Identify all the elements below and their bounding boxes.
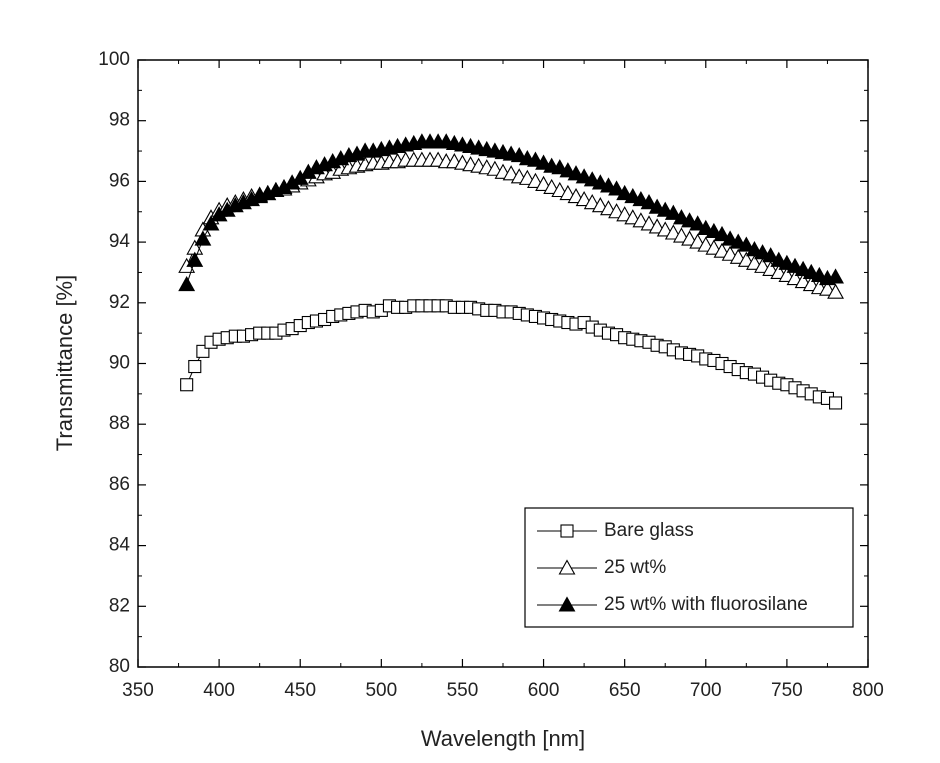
y-tick-label: 92	[109, 292, 130, 313]
y-tick-label: 82	[109, 595, 130, 616]
y-tick-label: 96	[109, 170, 130, 191]
marker	[180, 378, 194, 392]
y-tick-label: 100	[98, 49, 130, 70]
y-tick-label: 84	[109, 535, 131, 556]
marker	[827, 283, 844, 299]
marker	[713, 225, 731, 242]
legend: Bare glass 25 wt% 25 wt% with fluorosilane	[524, 507, 854, 628]
y-tick-label: 98	[109, 110, 130, 131]
legend-label: 25 wt% with fluorosilane	[604, 594, 808, 615]
marker	[762, 247, 780, 263]
x-axis-label: Wavelength [nm]	[421, 726, 585, 751]
series	[180, 299, 843, 410]
marker	[664, 204, 682, 220]
x-tick-label: 450	[284, 680, 316, 701]
marker	[186, 251, 204, 267]
x-tick-label: 600	[528, 680, 560, 701]
y-tick-label: 88	[109, 413, 130, 434]
x-tick-label: 700	[690, 680, 722, 701]
legend-marker	[558, 559, 576, 575]
marker	[827, 268, 844, 284]
marker	[829, 396, 843, 410]
y-tick-label: 94	[109, 231, 131, 252]
x-tick-label: 350	[122, 680, 154, 701]
y-tick-label: 90	[109, 353, 130, 374]
marker	[188, 359, 202, 374]
legend-marker	[558, 596, 576, 612]
plot-frame	[137, 59, 869, 668]
legend-marker	[560, 524, 574, 538]
marker	[194, 230, 212, 246]
y-tick-label: 80	[109, 656, 130, 677]
x-tick-label: 550	[447, 680, 479, 701]
marker	[202, 215, 220, 231]
marker	[178, 275, 196, 292]
marker	[737, 236, 755, 252]
x-tick-label: 500	[365, 680, 397, 701]
y-axis-label: Transmittance [%]	[52, 275, 77, 451]
x-tick-label: 650	[609, 680, 641, 701]
x-tick-label: 800	[852, 680, 884, 701]
y-tick-label: 86	[109, 474, 130, 495]
legend-label: Bare glass	[604, 520, 694, 541]
series-line	[186, 305, 836, 404]
x-tick-label: 400	[203, 680, 235, 701]
marker	[689, 215, 707, 231]
series	[178, 151, 844, 299]
legend-label: 25 wt%	[604, 557, 666, 578]
marker	[640, 194, 658, 210]
x-tick-label: 750	[771, 680, 803, 701]
marker	[608, 180, 625, 196]
series	[178, 133, 844, 292]
